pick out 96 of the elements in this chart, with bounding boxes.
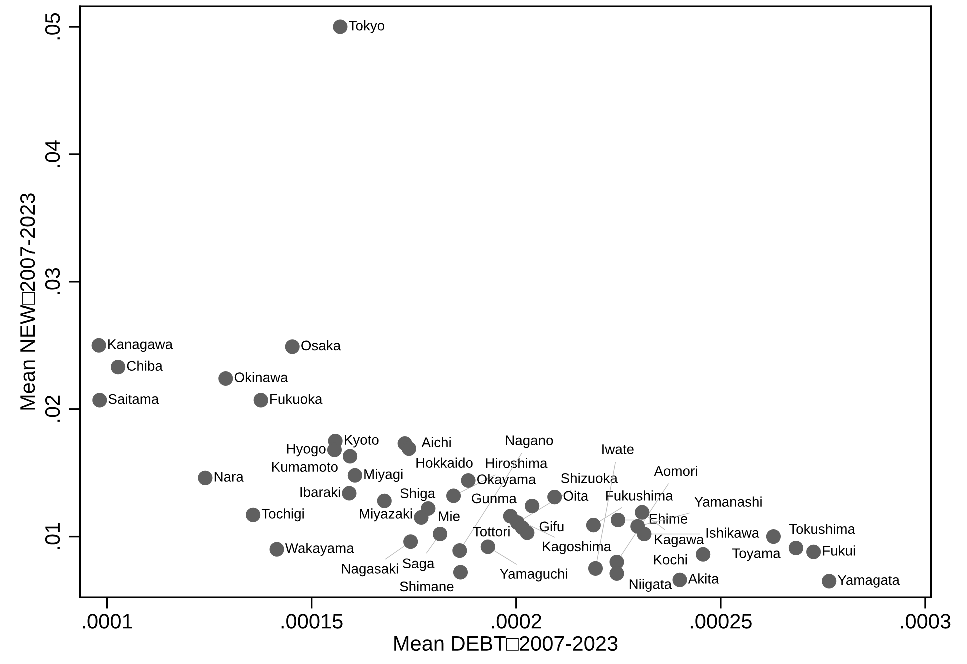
annotation: Shizuoka — [561, 473, 618, 484]
annotation: Toyama — [732, 548, 781, 562]
y-tick-label: .04 — [45, 140, 60, 168]
annotation: Okayama — [478, 474, 536, 488]
point — [696, 547, 711, 562]
annotation: Nagasaki — [342, 564, 398, 577]
annotation: Osaka — [302, 340, 342, 351]
annotation: Nara — [214, 472, 244, 482]
point — [342, 486, 357, 501]
point — [610, 512, 626, 528]
annotation: Wakayama — [285, 543, 354, 556]
annotation: Mie — [439, 511, 460, 522]
annotation: Ishikawa — [706, 528, 760, 538]
annotation: Tochigi — [262, 508, 304, 522]
point — [788, 540, 804, 556]
annotation: Saga — [402, 558, 435, 572]
y-axis-title: Mean NEW□2007-2023 — [20, 194, 36, 410]
y-tick-label: .03 — [45, 268, 60, 294]
point — [588, 561, 604, 576]
annotation: Fukushima — [606, 490, 674, 501]
annotation: Ehime — [650, 514, 688, 524]
point — [461, 473, 476, 488]
x-tick-label: .00015 — [282, 614, 343, 629]
annotation: Yamagata — [838, 575, 900, 588]
x-tick-label: .00025 — [690, 614, 752, 629]
annotation: Shiga — [400, 488, 436, 502]
annotation: Tokushima — [789, 524, 856, 534]
point — [218, 371, 234, 386]
x-tick-label: .0001 — [83, 614, 132, 629]
point — [525, 498, 540, 514]
annotation: Iwate — [602, 444, 634, 454]
point — [348, 468, 362, 483]
point — [446, 488, 462, 504]
annotation: Kumamoto — [272, 462, 338, 472]
annotation: Gunma — [472, 494, 517, 504]
annotation: Niigata — [630, 579, 672, 592]
y-tick-label: .01 — [45, 523, 60, 550]
point — [270, 542, 284, 557]
annotation: Gifu — [540, 521, 564, 532]
annotation: Aichi — [422, 437, 451, 448]
point — [480, 540, 496, 554]
point — [285, 340, 300, 354]
point — [766, 530, 781, 544]
point — [246, 508, 261, 522]
point — [414, 510, 429, 525]
annotation: Fukui — [823, 546, 856, 556]
annotation: Kanagawa — [108, 340, 174, 352]
point — [672, 572, 688, 588]
y-tick-label: .02 — [45, 396, 60, 422]
annotation: Okinawa — [234, 372, 288, 383]
point — [586, 518, 601, 533]
point — [433, 526, 448, 542]
annotation: Miyagi — [364, 469, 403, 482]
point — [520, 526, 535, 540]
point — [452, 544, 468, 558]
annotation: Hyogo — [287, 444, 326, 457]
x-axis-title: Mean DEBT□2007-2023 — [394, 636, 618, 652]
annotation: Shimane — [400, 581, 454, 592]
annotation: Hokkaido — [416, 458, 473, 468]
annotation: Ibaraki — [300, 487, 340, 498]
annotation: Yamaguchi — [500, 568, 568, 582]
point — [92, 338, 106, 353]
annotation: Kagoshima — [543, 541, 612, 554]
annotation: Aomori — [654, 466, 698, 476]
annotation: Tokyo — [349, 20, 384, 34]
annotation: Kyoto — [345, 435, 379, 448]
point — [610, 566, 624, 582]
x-tick-label: .0002 — [492, 614, 542, 629]
point — [342, 449, 358, 464]
point — [637, 526, 652, 542]
annotation: Miyazaki — [360, 508, 412, 522]
annotation: Fukuoka — [270, 394, 323, 404]
point — [333, 20, 348, 34]
point — [377, 494, 392, 508]
annotation: Saitama — [108, 394, 160, 404]
annotation: Yamanashi — [694, 496, 762, 507]
x-tick-label: .0003 — [901, 614, 951, 629]
annotation: Tottori — [473, 526, 510, 537]
point — [198, 470, 213, 486]
annotation: Hiroshima — [486, 458, 548, 468]
annotation: Kagawa — [655, 534, 704, 548]
annotation: Kochi — [654, 554, 688, 565]
point — [111, 360, 126, 375]
point — [92, 393, 108, 408]
y-tick-label: .05 — [45, 13, 60, 40]
point — [806, 544, 822, 560]
point — [404, 534, 418, 550]
point — [254, 393, 268, 408]
point — [635, 505, 650, 520]
annotation: Nagano — [506, 436, 554, 448]
point — [822, 574, 837, 589]
point — [402, 442, 416, 456]
annotation: Oita — [564, 490, 589, 502]
point — [453, 565, 468, 580]
annotation: Chiba — [127, 360, 163, 372]
annotation: Akita — [688, 574, 720, 584]
